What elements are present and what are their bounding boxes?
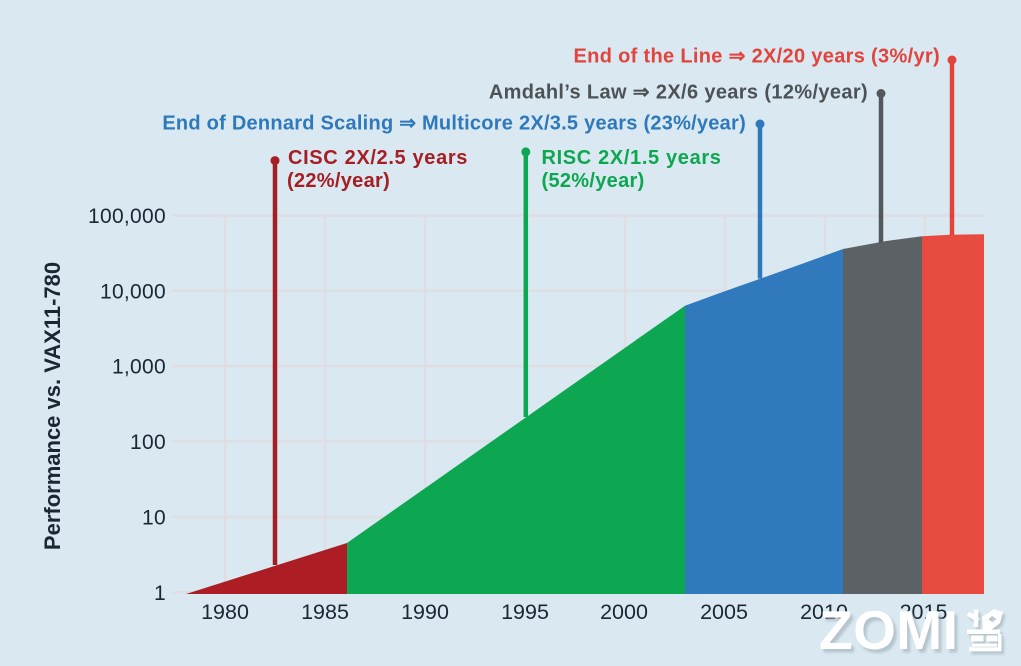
svg-text:1980: 1980: [201, 600, 249, 624]
svg-text:Amdahl’s Law ⇒ 2X/6 years (12%: Amdahl’s Law ⇒ 2X/6 years (12%/year): [489, 81, 868, 103]
svg-text:ZOMI: ZOMI: [819, 599, 958, 661]
svg-text:10: 10: [142, 506, 166, 529]
svg-text:(22%/year): (22%/year): [287, 170, 390, 192]
svg-text:End of Dennard Scaling ⇒ Multi: End of Dennard Scaling ⇒ Multicore 2X/3.…: [162, 113, 746, 135]
svg-text:Performance vs. VAX11-780: Performance vs. VAX11-780: [40, 262, 65, 550]
svg-text:2010: 2010: [800, 600, 848, 624]
svg-text:1,000: 1,000: [112, 356, 166, 379]
svg-text:1985: 1985: [301, 600, 349, 624]
svg-text:RISC 2X/1.5 years: RISC 2X/1.5 years: [542, 147, 722, 169]
svg-text:CISC 2X/2.5 years: CISC 2X/2.5 years: [288, 147, 468, 169]
svg-text:100: 100: [130, 431, 166, 454]
svg-text:(52%/year): (52%/year): [542, 170, 645, 192]
svg-text:ZOMI: ZOMI: [822, 603, 961, 665]
svg-text:1990: 1990: [401, 600, 449, 624]
svg-text:10,000: 10,000: [100, 280, 166, 303]
svg-text:2005: 2005: [700, 600, 748, 624]
svg-text:End of the Line ⇒ 2X/20 years: End of the Line ⇒ 2X/20 years (3%/yr): [574, 46, 941, 68]
svg-text:1995: 1995: [501, 600, 549, 624]
svg-text:100,000: 100,000: [88, 205, 166, 228]
svg-text:2000: 2000: [600, 600, 648, 624]
svg-text:2015: 2015: [900, 600, 948, 624]
svg-text:1: 1: [154, 582, 166, 605]
